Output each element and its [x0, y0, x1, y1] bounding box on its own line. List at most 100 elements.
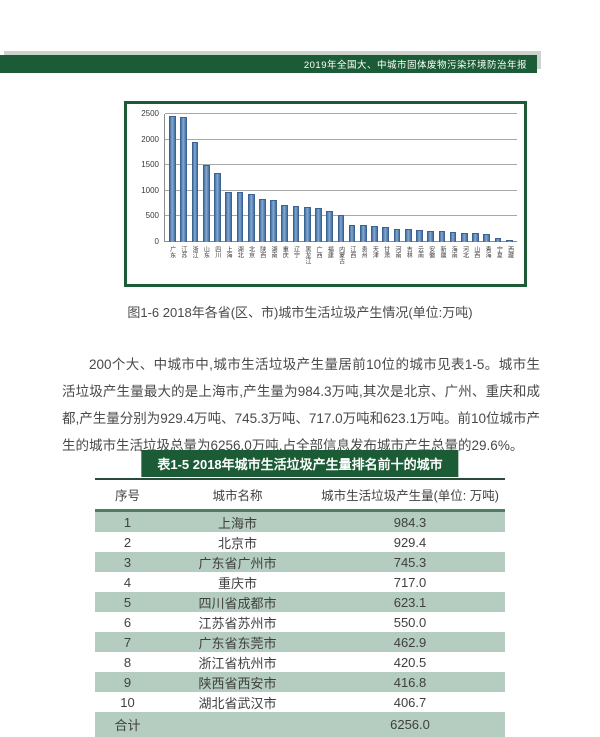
total-value-cell: 6256.0: [390, 717, 430, 732]
cell-city: 广东省广州市: [198, 555, 277, 571]
bar-slot: [470, 114, 481, 242]
bar-slot: [380, 114, 391, 242]
bar-安徽: [427, 230, 434, 242]
x-tick-label: 新疆: [439, 246, 445, 258]
bar-slot: [481, 114, 492, 242]
x-label-slot: 重庆: [279, 244, 290, 276]
x-tick-label: 山西: [472, 246, 479, 258]
cell-rank: 6: [123, 614, 132, 630]
x-tick-label: 甘肃: [382, 246, 389, 258]
table-body: 1 上海市 984.3 2 北京市 929.4 3 广东省广州市 745.3 4 重庆市 717.0 5…: [95, 510, 505, 737]
table-row: 7 广东省东莞市 462.9: [95, 632, 505, 652]
cell-value: 984.3: [393, 514, 427, 530]
x-label-slot: 浙江: [189, 244, 200, 276]
y-tick-label: 2500: [141, 109, 159, 118]
x-tick-label: 河南: [393, 246, 400, 258]
x-tick-label: 江苏: [179, 246, 186, 258]
bar-slot: [279, 114, 290, 242]
cell-value: 406.7: [393, 694, 427, 710]
x-label-slot: 内蒙古: [335, 244, 346, 276]
y-tick-label: 1000: [141, 185, 159, 195]
top10-cities-table: 序号 城市名称 城市生活垃圾产生量(单位: 万吨) 1 上海市 984.3 2 北京市 9…: [95, 478, 505, 737]
table-row: 6 江苏省苏州市 550.0: [95, 612, 505, 632]
bar-福建: [326, 211, 334, 242]
bar-slot: [504, 114, 515, 242]
cell-value: 550.0: [393, 614, 427, 630]
x-tick-label: 福建: [326, 246, 333, 258]
column-header-value: 城市生活垃圾产生量(单位: 万吨): [315, 478, 505, 512]
x-label-slot: 安徽: [425, 244, 436, 276]
x-label-slot: 河北: [459, 244, 470, 276]
figure-caption: 图1-6 2018年各省(区、市)城市生活垃圾产生情况(单位:万吨): [127, 305, 473, 320]
total-empty-cell: [160, 712, 315, 737]
y-tick-label: 1500: [141, 160, 159, 170]
cell-city: 上海市: [217, 515, 257, 531]
x-tick-label: 安徽: [427, 246, 434, 258]
bar-广西: [315, 207, 322, 242]
bar-slot: [425, 114, 436, 242]
cell-rank: 10: [120, 694, 135, 710]
cell-rank: 9: [123, 674, 132, 690]
bar-slot: [201, 114, 212, 242]
x-tick-label: 海南: [450, 246, 457, 258]
x-tick-label: 辽宁: [292, 246, 299, 258]
table-row: 10 湖北省武汉市 406.7: [95, 692, 505, 712]
x-tick-label: 广东: [168, 246, 175, 258]
bar-slot: [447, 114, 458, 242]
bar-天津: [371, 226, 378, 242]
x-label-slot: 新疆: [436, 244, 447, 276]
table-row: 3 广东省广州市 745.3: [95, 552, 505, 572]
bar-山西: [472, 233, 479, 242]
x-tick-label: 北京: [247, 246, 254, 258]
cell-rank: 7: [123, 634, 132, 650]
cell-value: 929.4: [393, 534, 427, 550]
bar-上海: [225, 191, 233, 242]
table-row: 8 浙江省杭州市 420.5: [95, 652, 505, 672]
bar-slot: [492, 114, 503, 242]
x-tick-label: 重庆: [281, 246, 288, 258]
cell-rank: 2: [123, 534, 132, 550]
cell-city: 北京市: [217, 535, 257, 551]
cell-rank: 5: [123, 594, 132, 610]
x-tick-label: 广西: [315, 246, 322, 258]
bar-江西: [348, 224, 356, 242]
cell-value: 717.0: [393, 574, 427, 590]
bar-广东: [169, 116, 176, 242]
bars-container: [165, 114, 517, 242]
cell-city: 重庆市: [217, 575, 257, 591]
bar-浙江: [191, 142, 199, 242]
x-label-slot: 辽宁: [290, 244, 301, 276]
waste-bar-chart: 0 500 1000 1500 2000 2500 广东 江苏 浙江 山东 四川 上海 湖北 北京 陕西湖…: [124, 101, 527, 287]
bar-slot: [212, 114, 223, 242]
cell-city: 四川省成都市: [198, 595, 277, 611]
x-label-slot: 河南: [391, 244, 402, 276]
x-tick-label: 山东: [202, 246, 209, 258]
cell-city: 江苏省苏州市: [198, 615, 277, 631]
bar-吉林: [404, 229, 412, 242]
x-tick-label: 天津: [371, 246, 378, 258]
bar-slot: [313, 114, 324, 242]
x-tick-label: 宁夏: [495, 246, 502, 258]
bar-河南: [393, 229, 401, 242]
bar-slot: [335, 114, 346, 242]
cell-rank: 3: [123, 554, 132, 570]
x-tick-label: 上海: [224, 246, 231, 258]
gridline-2000: [165, 138, 517, 140]
bar-陕西: [259, 198, 266, 242]
cell-rank: 1: [123, 514, 132, 530]
x-label-slot: 江西: [346, 244, 357, 276]
bar-新疆: [438, 231, 446, 242]
bar-西藏: [505, 239, 513, 242]
cell-rank: 8: [123, 654, 132, 670]
bar-slot: [178, 114, 189, 242]
chart-inner: 0 500 1000 1500 2000 2500 广东 江苏 浙江 山东 四川 上海 湖北 北京 陕西湖…: [131, 110, 520, 280]
report-header-banner: 2019年全国大、中城市固体废物污染环境防治年报: [0, 55, 537, 73]
cell-city: 浙江省杭州市: [198, 655, 277, 671]
x-tick-label: 云南: [416, 246, 423, 258]
x-tick-label: 西藏: [506, 246, 513, 258]
x-tick-label: 贵州: [360, 246, 367, 258]
cell-value: 420.5: [393, 654, 427, 670]
cell-value: 745.3: [393, 554, 427, 570]
cell-city: 陕西省西安市: [198, 675, 277, 691]
bar-slot: [189, 114, 200, 242]
